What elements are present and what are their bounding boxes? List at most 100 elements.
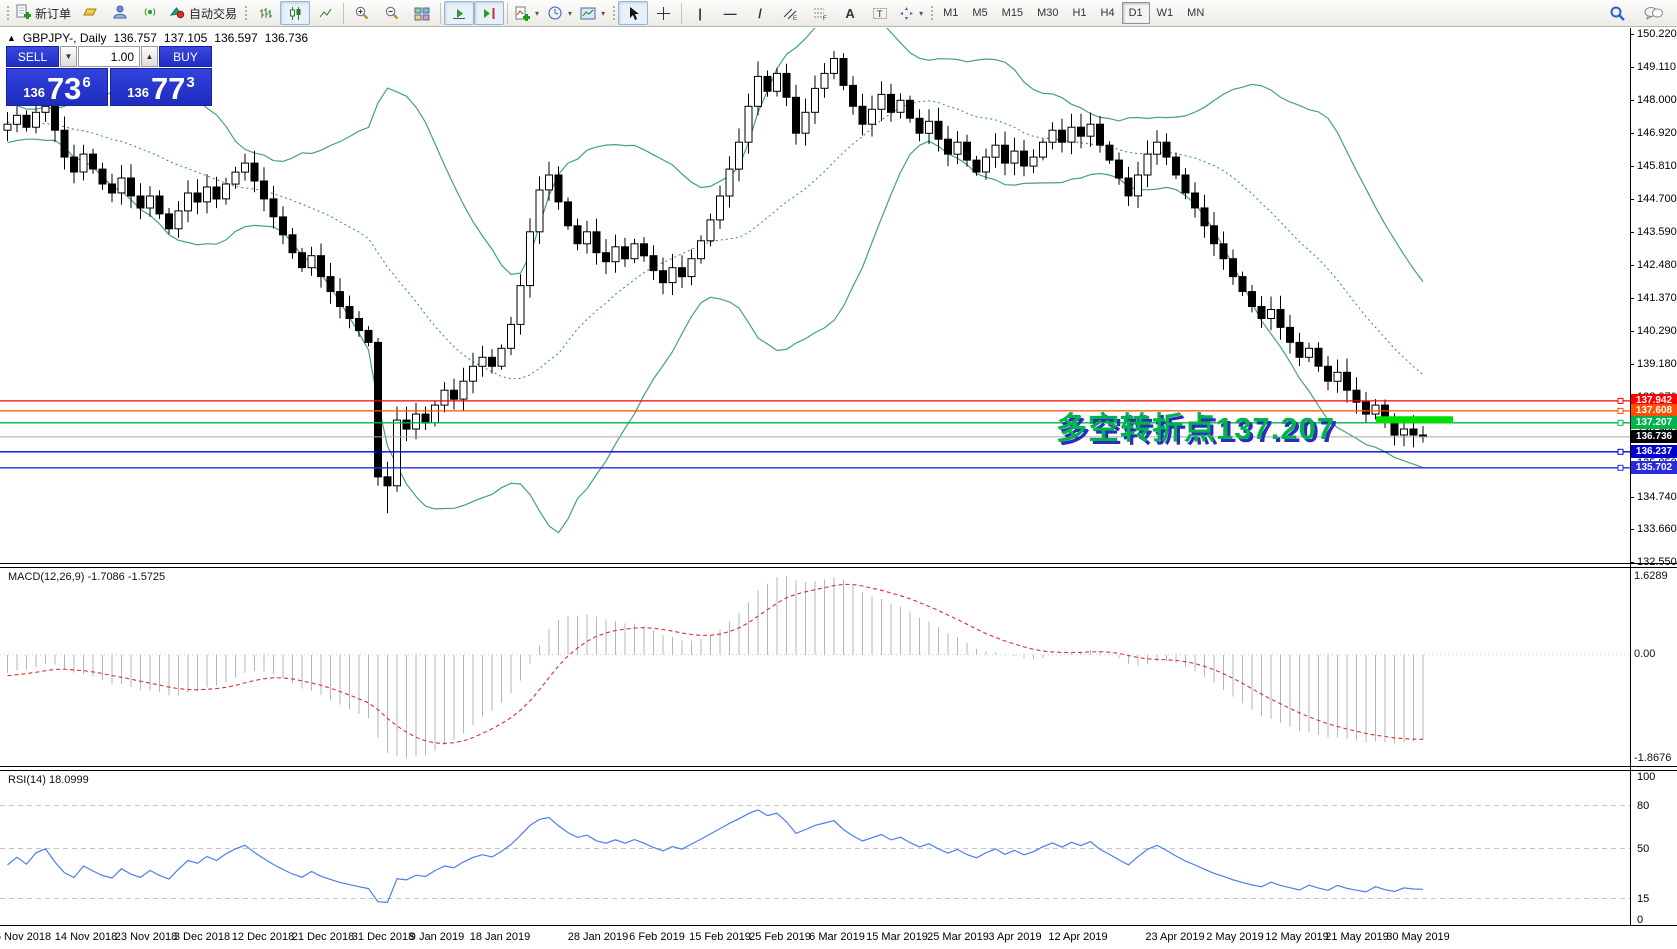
price-line-tag[interactable]: 135.702 [1631, 461, 1677, 474]
symbol-period-label: GBPJPY-, Daily [22, 31, 107, 45]
timeframe-d1-button[interactable]: D1 [1121, 2, 1150, 24]
chart-shift-icon [484, 7, 495, 19]
volume-input[interactable]: 1.00 [78, 46, 140, 67]
toolbar-grip[interactable] [243, 4, 249, 22]
collapse-triangle-icon[interactable]: ▲ [7, 33, 16, 43]
date-label: 3 Dec 2018 [173, 931, 231, 943]
signals-button[interactable] [135, 1, 165, 25]
panel-separator[interactable] [0, 567, 1677, 568]
timeframe-h1-button[interactable]: H1 [1072, 7, 1087, 19]
new-order-button[interactable]: 新订单 [12, 1, 75, 25]
toolbar-separator [681, 2, 683, 24]
timeframe-m5-button[interactable]: M5 [972, 7, 988, 19]
auto-scroll-button[interactable] [444, 1, 475, 25]
candlestick-chart-type-button[interactable] [280, 1, 311, 25]
toolbar-grip[interactable] [929, 4, 935, 22]
sell-price[interactable]: 136 73 6 [6, 68, 108, 106]
buy-price-prefix: 136 [127, 85, 149, 100]
price-tick-label: 139.180 [1637, 358, 1677, 370]
rsi-label: RSI(14) 18.0999 [8, 774, 89, 786]
label-tool-button[interactable]: T [865, 1, 895, 25]
zoom-out-button[interactable] [377, 1, 407, 25]
price-chart-canvas[interactable] [0, 28, 1630, 565]
rsi-axis-label: 80 [1637, 800, 1650, 812]
timeframe-m1-button[interactable]: M1 [943, 7, 959, 19]
date-label: 30 May 2019 [1386, 931, 1450, 943]
rsi-axis-label: 15 [1637, 893, 1650, 905]
timeframe-w1-button[interactable]: W1 [1156, 7, 1174, 19]
panel-separator[interactable] [0, 766, 1677, 767]
tile-windows-button[interactable] [407, 1, 437, 25]
date-label: 28 Jan 2019 [567, 931, 629, 943]
cursor-tool-button[interactable] [618, 1, 649, 25]
macd-axis-zero: 0.00 [1634, 648, 1656, 660]
horizontal-line-icon: — [723, 5, 737, 21]
date-label: 9 Jan 2019 [409, 931, 465, 943]
volume-increase-button[interactable]: ▲ [141, 46, 158, 67]
current-price-tag[interactable]: 136.736 [1631, 430, 1677, 443]
templates-button[interactable]: ▾ [576, 1, 609, 25]
rsi-panel-canvas[interactable] [0, 771, 1630, 924]
timeframe-h4-button[interactable]: H4 [1100, 7, 1115, 19]
zoom-in-button[interactable] [347, 1, 377, 25]
crosshair-tool-button[interactable] [648, 1, 678, 25]
line-chart-type-button[interactable] [310, 1, 340, 25]
autotrading-icon [169, 4, 185, 22]
volume-decrease-button[interactable]: ▼ [60, 46, 77, 67]
date-label: 12 Apr 2019 [1048, 931, 1108, 943]
zoom-in-icon [355, 6, 369, 20]
price-tick [1630, 67, 1634, 68]
vertical-line-tool-button[interactable]: | [685, 1, 715, 25]
date-label: 23 Nov 2018 [114, 931, 178, 943]
chat-button[interactable] [1638, 1, 1668, 25]
search-button[interactable] [1602, 1, 1632, 25]
indicators-button[interactable]: ▾ [511, 1, 543, 25]
dropdown-arrow-icon: ▾ [919, 8, 924, 18]
equidistant-channel-icon: E [783, 8, 797, 21]
price-tick [1630, 529, 1634, 530]
date-label: 31 Dec 2018 [351, 931, 415, 943]
panel-separator[interactable] [0, 563, 1677, 564]
autotrading-label: 自动交易 [189, 6, 238, 21]
price-tick [1630, 265, 1634, 266]
price-line-tag[interactable]: 137.207 [1631, 416, 1677, 429]
chat-icon [1644, 7, 1663, 20]
date-label: 21 Dec 2018 [291, 931, 355, 943]
market-watch-button[interactable] [75, 1, 105, 25]
price-line-tag[interactable]: 137.942 [1631, 394, 1677, 407]
sell-button[interactable]: SELL [6, 46, 59, 67]
timeframe-mn-button[interactable]: MN [1187, 7, 1205, 19]
text-tool-button[interactable]: A [835, 1, 865, 25]
periods-button[interactable]: ▾ [543, 1, 576, 25]
svg-text:T: T [877, 9, 883, 19]
price-line-tag[interactable]: 137.608 [1631, 404, 1677, 417]
price-tick-label: 145.810 [1637, 160, 1677, 172]
timeframe-m15-button[interactable]: M15 [1001, 7, 1024, 19]
chart-annotation[interactable]: 多空转折点137.207 [1056, 411, 1336, 446]
date-label: 25 Feb 2019 [749, 931, 811, 943]
autotrading-button[interactable]: 自动交易 [165, 1, 241, 25]
new-order-label: 新订单 [35, 6, 72, 21]
toolbar-separator [507, 2, 509, 24]
arrows-tool-button[interactable]: ▾ [895, 1, 927, 25]
bar-chart-type-button[interactable] [250, 1, 280, 25]
price-tick-label: 132.550 [1637, 556, 1677, 568]
terminal-button[interactable] [105, 1, 135, 25]
chart-shift-button[interactable] [474, 1, 505, 25]
toolbar-separator [440, 2, 442, 24]
buy-price[interactable]: 136 77 3 [110, 68, 212, 106]
timeframe-m30-button[interactable]: M30 [1037, 7, 1059, 19]
channel-tool-button[interactable]: E [775, 1, 805, 25]
price-tick [1630, 100, 1634, 101]
price-line-tag[interactable]: 136.237 [1631, 445, 1677, 458]
line-chart-icon [319, 8, 331, 17]
panel-separator[interactable] [0, 770, 1677, 771]
macd-panel-canvas[interactable] [0, 568, 1630, 766]
horizontal-line-tool-button[interactable]: — [715, 1, 745, 25]
toolbar-grip[interactable] [5, 4, 10, 22]
trendline-tool-button[interactable]: / [745, 1, 775, 25]
fibonacci-tool-button[interactable]: F [805, 1, 835, 25]
buy-button[interactable]: BUY [159, 46, 212, 67]
toolbar-grip[interactable] [611, 4, 617, 22]
buy-price-main: 77 [150, 71, 186, 107]
